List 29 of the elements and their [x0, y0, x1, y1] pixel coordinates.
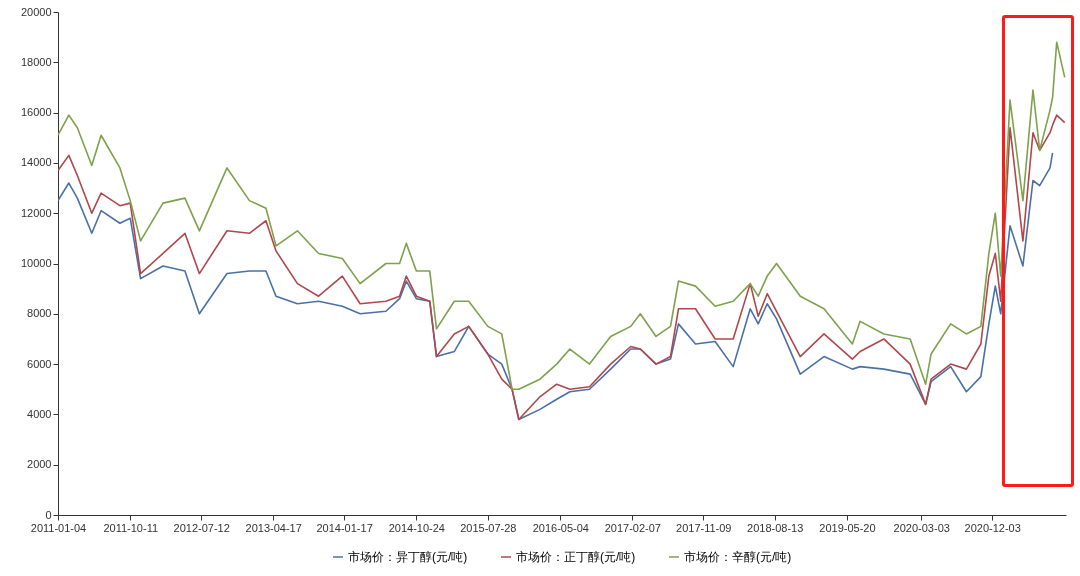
x-tick-label: 2014-01-17	[316, 521, 373, 534]
y-tick-label: 8000	[27, 307, 52, 320]
x-tick-label: 2017-11-09	[676, 521, 732, 534]
y-tick-label: 14000	[20, 156, 52, 169]
y-tick-label: 2000	[27, 458, 52, 471]
y-tick-label: 16000	[20, 106, 52, 119]
x-tick-label: 2018-08-13	[747, 521, 804, 534]
y-tick-label: 0	[45, 508, 52, 521]
x-tick-label: 2020-03-03	[893, 521, 950, 534]
y-tick-label: 18000	[20, 55, 52, 68]
y-tick-label: 20000	[20, 5, 52, 18]
x-tick-label: 2011-01-04	[30, 521, 87, 534]
x-tick-label: 2019-05-20	[819, 521, 876, 534]
legend-label: 市场价：正丁醇(元/吨)	[516, 550, 636, 564]
y-tick-label: 6000	[27, 357, 52, 370]
x-tick-label: 2017-02-07	[604, 521, 661, 534]
legend-label: 市场价：异丁醇(元/吨)	[348, 550, 468, 564]
y-tick-label: 4000	[27, 407, 52, 420]
x-tick-label: 2014-10-24	[388, 521, 445, 534]
x-tick-label: 2016-05-04	[532, 521, 589, 534]
line-series	[58, 41, 1066, 391]
x-tick-label: 2012-07-12	[173, 521, 230, 534]
x-tick-label: 2015-07-28	[460, 521, 517, 534]
x-tick-label: 2013-04-17	[245, 521, 302, 534]
x-tick-label: 2011-10-11	[103, 521, 159, 534]
legend-label: 市场价：辛醇(元/吨)	[684, 550, 792, 564]
x-tick-label: 2020-12-03	[964, 521, 1021, 534]
y-tick-label: 10000	[20, 257, 52, 269]
y-tick-label: 12000	[20, 206, 52, 219]
